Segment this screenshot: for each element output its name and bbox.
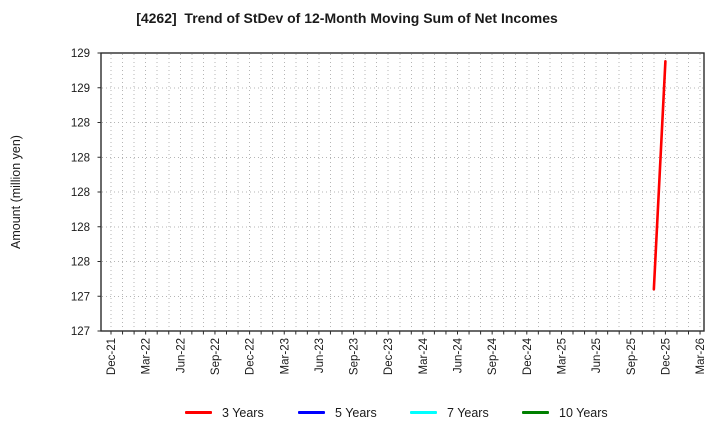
x-tick-label: Sep-22 <box>210 338 222 375</box>
legend-line-sample <box>298 411 325 414</box>
legend-label: 10 Years <box>559 405 608 420</box>
legend-item-3-years: 3 Years <box>185 404 264 421</box>
x-tick-label: Dec-22 <box>245 338 257 375</box>
y-tick-label: 128 <box>71 118 90 130</box>
legend-label: 5 Years <box>335 405 377 420</box>
x-tick-label: Dec-25 <box>660 338 672 375</box>
y-tick-label: 128 <box>71 187 90 199</box>
legend-line-sample <box>185 411 212 414</box>
x-tick-label: Dec-21 <box>106 338 118 375</box>
legend-item-7-years: 7 Years <box>410 404 489 421</box>
y-tick-label: 129 <box>71 83 90 95</box>
x-tick-label: Mar-26 <box>695 338 707 374</box>
legend-line-sample <box>410 411 437 414</box>
y-tick-label: 127 <box>71 291 90 303</box>
legend-label: 3 Years <box>222 405 264 420</box>
series-line-3-years <box>652 60 667 291</box>
y-tick-label: 129 <box>71 48 90 60</box>
x-tick-label: Jun-24 <box>453 337 465 373</box>
x-tick-label: Sep-23 <box>349 338 361 375</box>
x-tick-label: Mar-24 <box>418 337 430 374</box>
y-tick-label: 127 <box>71 326 90 338</box>
x-tick-label: Dec-24 <box>522 337 534 375</box>
legend-line-sample <box>522 411 549 414</box>
legend-label: 7 Years <box>447 405 489 420</box>
x-tick-label: Mar-22 <box>141 338 153 374</box>
legend-item-10-years: 10 Years <box>522 404 608 421</box>
legend-item-5-years: 5 Years <box>298 404 377 421</box>
x-tick-label: Sep-25 <box>626 338 638 375</box>
x-tick-label: Sep-24 <box>487 337 499 375</box>
x-tick-label: Jun-23 <box>314 338 326 373</box>
chart-title: [4262] Trend of StDev of 12-Month Moving… <box>136 10 558 26</box>
y-tick-label: 128 <box>71 257 90 269</box>
y-tick-label: 128 <box>71 222 90 234</box>
x-tick-label: Mar-25 <box>556 338 568 374</box>
x-tick-label: Mar-23 <box>279 338 291 374</box>
y-tick-label: 128 <box>71 152 90 164</box>
x-tick-label: Jun-22 <box>175 338 187 373</box>
x-tick-label: Dec-23 <box>383 338 395 375</box>
x-tick-label: Jun-25 <box>591 338 603 373</box>
